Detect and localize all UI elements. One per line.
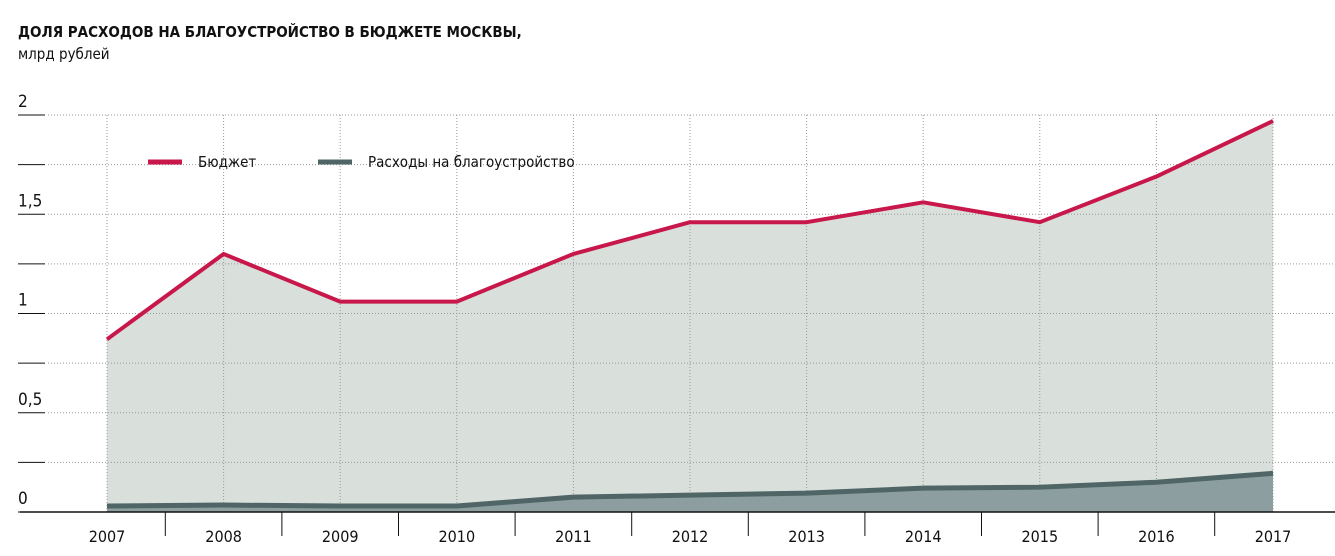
y-tick-label: 1,5: [18, 191, 42, 211]
y-tick-label: 0,5: [18, 390, 42, 410]
chart-subtitle: млрд рублей: [18, 45, 110, 63]
x-tick-label: 2011: [555, 527, 592, 546]
x-tick-label: 2015: [1021, 527, 1058, 546]
x-tick-label: 2014: [905, 527, 942, 546]
x-tick-label: 2013: [788, 527, 825, 546]
x-tick-label: 2007: [89, 527, 126, 546]
x-tick-label: 2008: [205, 527, 242, 546]
line: [106, 470, 1274, 509]
x-tick-label: 2017: [1255, 527, 1292, 546]
x-tick-label: 2016: [1138, 527, 1175, 546]
y-tick-label: 2: [18, 92, 28, 112]
x-tick-label: 2012: [672, 527, 709, 546]
line: [105, 119, 1274, 341]
area: [107, 473, 1273, 512]
chart-title: ДОЛЯ РАСХОДОВ НА БЛАГОУСТРОЙСТВО В БЮДЖЕ…: [18, 22, 522, 41]
x-tick-label: 2010: [438, 527, 475, 546]
legend-label: Расходы на благоустройство: [368, 153, 575, 171]
y-tick-label: 0: [18, 489, 28, 509]
y-tick-label: 1: [18, 291, 28, 311]
x-tick-label: 2009: [322, 527, 359, 546]
legend-label: Бюджет: [198, 153, 256, 171]
